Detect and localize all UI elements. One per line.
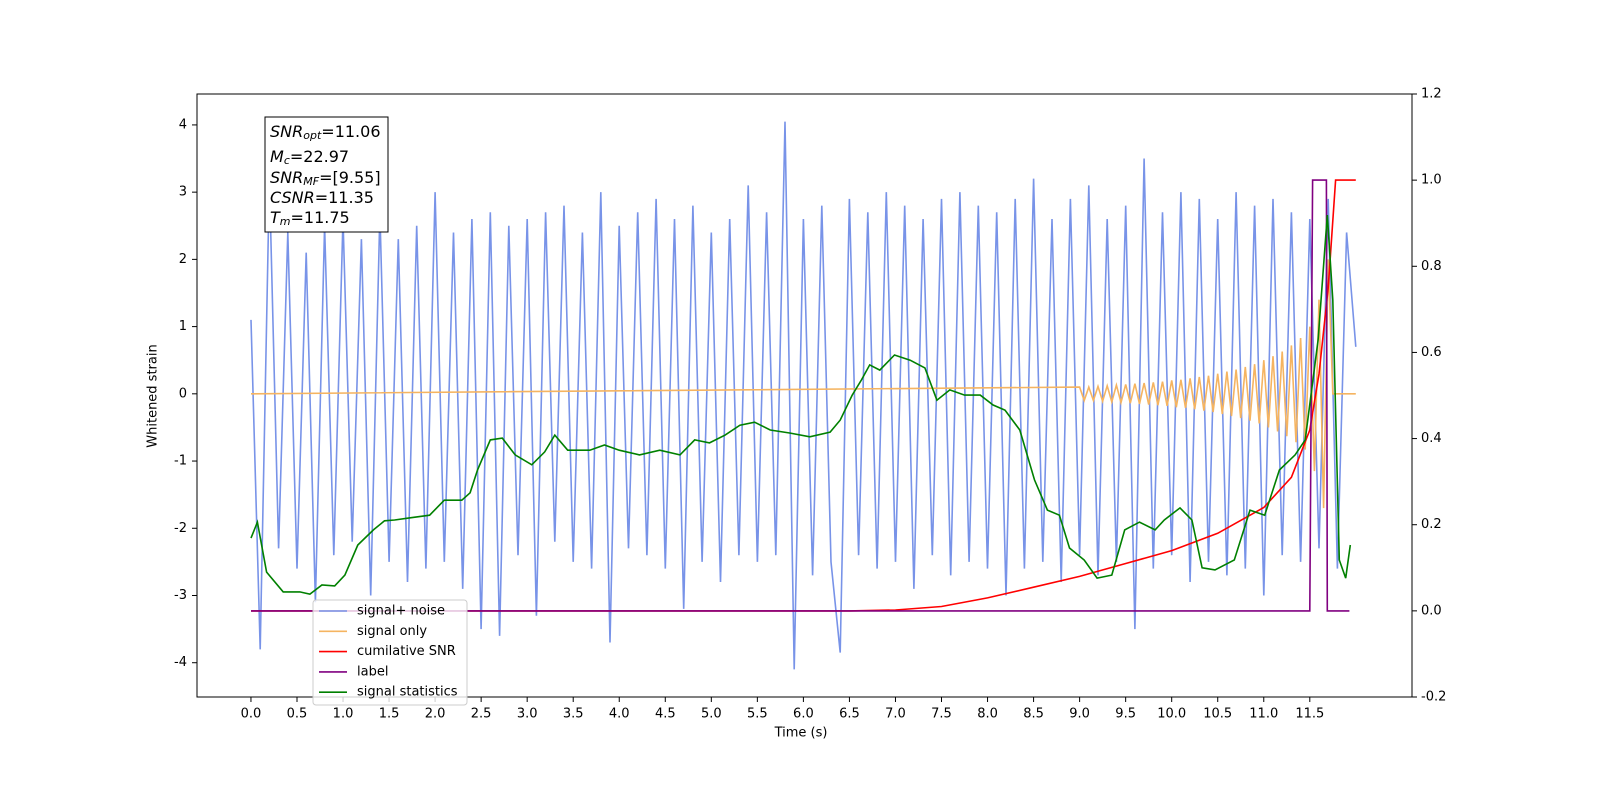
y2-tick-label: 0.8 — [1421, 259, 1442, 274]
x-tick-label: 7.0 — [885, 707, 906, 722]
x-tick-label: 6.5 — [839, 707, 860, 722]
y2-tick-label: 0.0 — [1421, 603, 1442, 618]
x-tick-label: 1.5 — [379, 707, 400, 722]
legend-label: signal statistics — [357, 685, 458, 700]
y-tick-label: -2 — [174, 521, 187, 536]
y2-tick-label: 1.2 — [1421, 87, 1442, 102]
series-line — [250, 214, 1352, 595]
legend-label: cumilative SNR — [357, 644, 456, 659]
y-tick-label: 4 — [179, 117, 187, 132]
x-tick-label: 6.0 — [793, 707, 814, 722]
annotation-value: =11.06 — [321, 122, 380, 141]
series-line — [251, 179, 1350, 612]
y2-tick-label: 0.6 — [1421, 345, 1442, 360]
annotation-value: =11.35 — [315, 188, 374, 207]
annotation-line: CSNR=11.35 — [270, 188, 374, 207]
x-tick-label: 3.0 — [517, 707, 538, 722]
annotation-value: =[9.55] — [319, 168, 381, 187]
y2-tick-label: 0.2 — [1421, 517, 1442, 532]
y2-tick-label: -0.2 — [1421, 690, 1446, 705]
annotation-sub: opt — [303, 129, 322, 142]
annotation-sub: c — [284, 154, 290, 167]
x-tick-label: 7.5 — [931, 707, 952, 722]
legend-box — [312, 599, 468, 706]
x-tick-label: 8.5 — [1023, 707, 1044, 722]
legend-label: signal only — [357, 624, 427, 639]
annotation-line: Mc=22.97 — [270, 147, 349, 168]
annotation-sub: m — [280, 215, 291, 228]
x-tick-label: 10.5 — [1203, 707, 1232, 722]
legend-label: label — [357, 664, 388, 679]
x-tick-label: 9.0 — [1069, 707, 1090, 722]
y-tick-label: -3 — [174, 588, 187, 603]
annotation-main: T — [270, 208, 281, 227]
x-tick-label: 8.0 — [977, 707, 998, 722]
annotation-value: =11.75 — [291, 208, 350, 227]
x-tick-label: 10.0 — [1157, 707, 1186, 722]
annotation-value: =22.97 — [290, 147, 349, 166]
x-tick-label: 4.0 — [609, 707, 630, 722]
legend-label: signal+ noise — [357, 604, 445, 619]
series-line — [250, 259, 1356, 509]
y-tick-label: -4 — [174, 655, 187, 670]
annotation-line: SNRopt=11.06 — [270, 122, 381, 143]
y-tick-label: 3 — [179, 185, 187, 200]
y-tick-label: 0 — [179, 386, 187, 401]
x-tick-label: 5.5 — [747, 707, 768, 722]
x-tick-label: 4.5 — [655, 707, 676, 722]
annotation-main: M — [270, 147, 284, 166]
y2-tick-label: 0.4 — [1421, 431, 1442, 446]
series-line — [250, 121, 1357, 670]
annotation-main: SNR — [270, 122, 303, 141]
annotation-main: SNR — [270, 168, 303, 187]
x-axis-label: Time (s) — [774, 726, 828, 741]
x-tick-label: 11.5 — [1295, 707, 1324, 722]
plot-frame — [196, 93, 1413, 698]
x-tick-label: 9.5 — [1115, 707, 1136, 722]
x-tick-label: 2.5 — [471, 707, 492, 722]
y-tick-label: 1 — [179, 319, 187, 334]
x-tick-label: 2.0 — [425, 707, 446, 722]
x-tick-label: 11.0 — [1249, 707, 1278, 722]
annotation-sub: MF — [303, 175, 319, 188]
x-tick-label: 5.0 — [701, 707, 722, 722]
annotation-line: SNRMF=[9.55] — [270, 168, 381, 189]
y-axis-label: Whitened strain — [146, 344, 161, 447]
y2-tick-label: 1.0 — [1421, 173, 1442, 188]
annotation-line: Tm=11.75 — [270, 208, 350, 229]
x-tick-label: 0.5 — [287, 707, 308, 722]
x-tick-label: 1.0 — [333, 707, 354, 722]
series-line — [251, 179, 1356, 612]
y-tick-label: 2 — [179, 252, 187, 267]
annotation-main: CSNR — [270, 188, 315, 207]
annotation-box — [264, 116, 389, 233]
x-tick-label: 0.0 — [241, 707, 262, 722]
x-tick-label: 3.5 — [563, 707, 584, 722]
y-tick-label: -1 — [174, 454, 187, 469]
